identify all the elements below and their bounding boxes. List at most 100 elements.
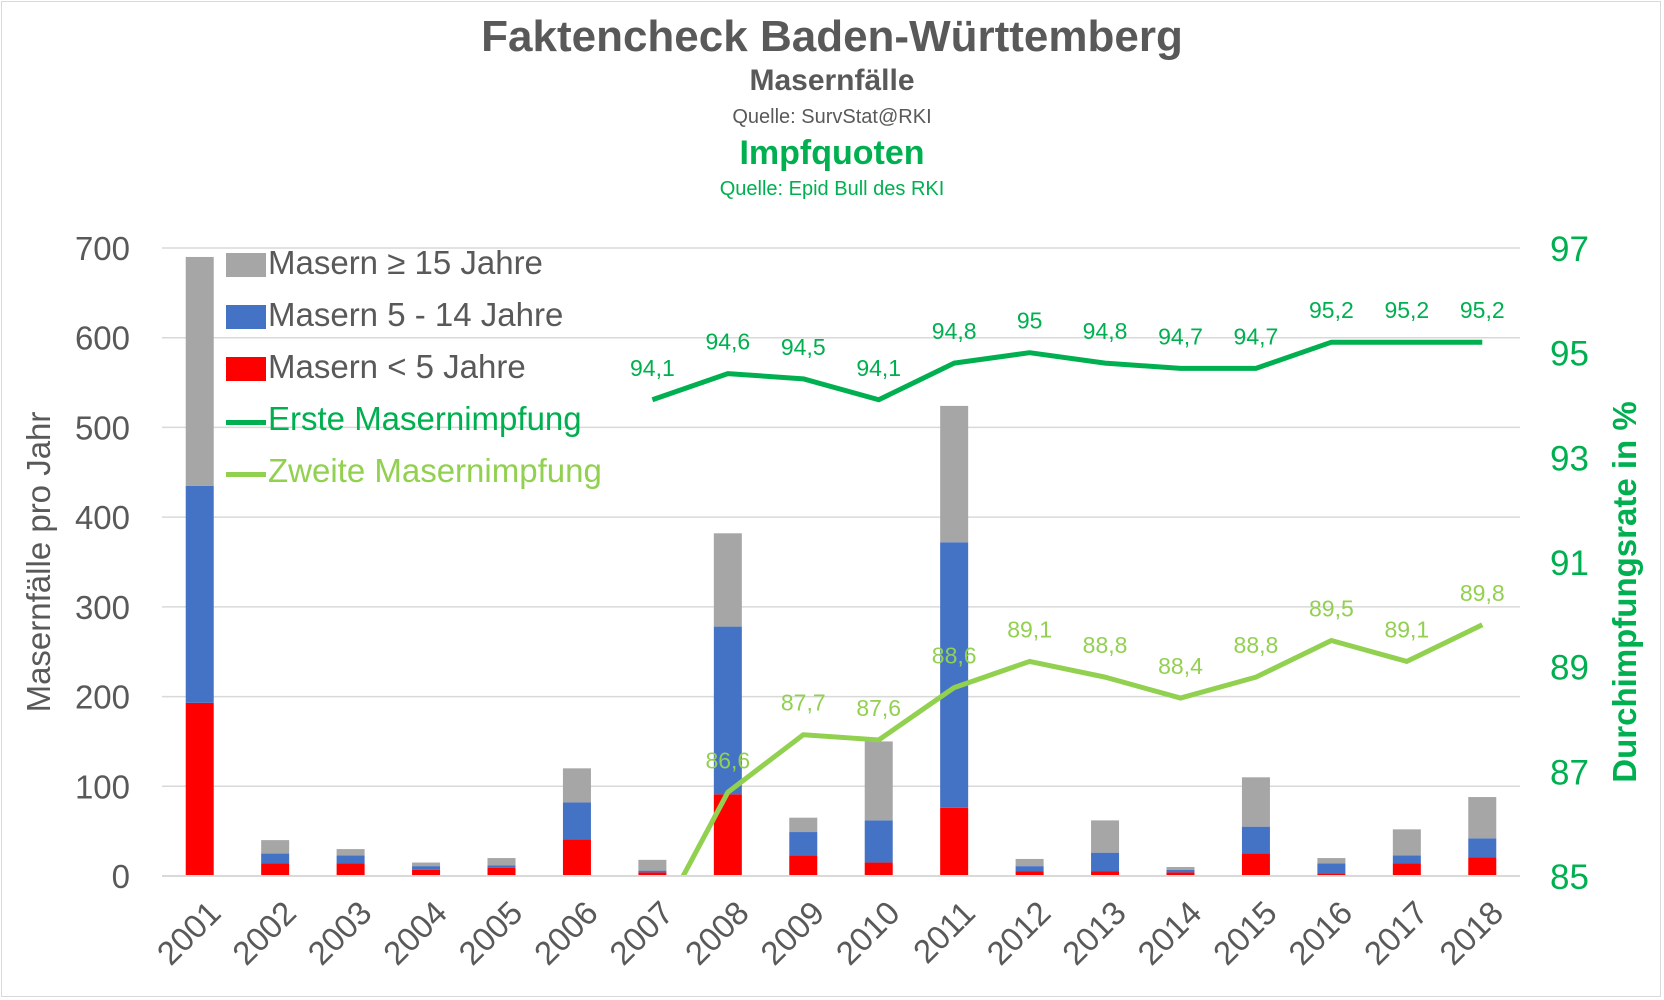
bar-segment — [1468, 838, 1497, 858]
bar-segment — [261, 853, 290, 864]
bar-segment — [412, 866, 441, 870]
line-series — [651, 339, 1484, 876]
x-tick-label: 2008 — [678, 894, 756, 972]
x-tick-label: 2018 — [1432, 894, 1510, 972]
bar-segment — [1091, 852, 1120, 872]
legend-label: Masern < 5 Jahre — [268, 348, 526, 385]
y2-tick-label: 97 — [1550, 230, 1589, 269]
bar-segment — [789, 817, 818, 833]
chart-title: Faktencheck Baden-Württemberg — [481, 12, 1183, 61]
legend-label: Masern ≥ 15 Jahre — [268, 244, 543, 281]
data-label: 88,8 — [1083, 632, 1128, 658]
y2-axis-title: Durchimpfungsrate in % — [1606, 401, 1643, 782]
data-label: 89,5 — [1309, 596, 1354, 622]
bar-segment — [336, 849, 365, 856]
y-tick-label: 600 — [75, 320, 130, 357]
data-label: 89,1 — [1384, 616, 1429, 642]
bar-segment — [1091, 820, 1120, 853]
data-label: 86,6 — [705, 747, 750, 773]
bar-segment — [789, 855, 818, 876]
bar-segment — [1166, 869, 1195, 873]
x-tick-label: 2017 — [1357, 894, 1435, 972]
bar-segment — [1091, 871, 1120, 876]
bar-segment — [1317, 858, 1346, 864]
bar-segment — [864, 741, 893, 821]
bar-segment — [638, 870, 667, 873]
y-tick-label: 500 — [75, 409, 130, 446]
y-tick-label: 300 — [75, 589, 130, 626]
data-label: 94,5 — [781, 334, 826, 360]
legend-item-masern-15plus: Masern ≥ 15 Jahre — [226, 242, 646, 294]
x-tick-label: 2004 — [376, 894, 454, 972]
bar-segment — [1015, 866, 1044, 872]
y-axis-title: Masernfälle pro Jahr — [20, 412, 57, 713]
bar-segment — [562, 802, 591, 840]
bar-segment — [1392, 855, 1421, 864]
bar-segment — [1166, 867, 1195, 870]
y2-tick-label: 95 — [1550, 335, 1589, 374]
x-tick-label: 2014 — [1130, 894, 1208, 972]
bar-segment — [1015, 871, 1044, 876]
bar-segment — [487, 865, 516, 868]
bar-segment — [1241, 853, 1270, 876]
bar-segment — [261, 840, 290, 854]
data-label: 89,1 — [1007, 616, 1052, 642]
series-line-zweite — [680, 622, 1484, 876]
x-tick-label: 2012 — [979, 894, 1057, 972]
legend-line-dark-green — [226, 420, 266, 425]
data-label: 94,1 — [630, 355, 675, 381]
bar-segment — [864, 862, 893, 876]
data-label: 95,2 — [1309, 297, 1354, 323]
x-tick-label: 2001 — [150, 894, 228, 972]
x-tick-label: 2005 — [451, 894, 529, 972]
data-label: 88,8 — [1234, 632, 1279, 658]
bar-segment — [940, 542, 969, 808]
y2-tick-label: 87 — [1550, 753, 1589, 792]
data-label: 95 — [1017, 308, 1043, 334]
bar-segment — [1392, 829, 1421, 856]
legend-swatch-blue — [226, 305, 266, 329]
x-tick-label: 2013 — [1055, 894, 1133, 972]
bar-segment — [336, 855, 365, 864]
bar-segment — [1468, 797, 1497, 839]
bar-segment — [1166, 872, 1195, 876]
bar-segment — [336, 863, 365, 876]
legend-label: Masern 5 - 14 Jahre — [268, 296, 564, 333]
bar-segment — [940, 807, 969, 876]
data-label: 89,8 — [1460, 580, 1505, 606]
y2-tick-label: 91 — [1550, 544, 1589, 583]
chart-subtitle-impfquoten: Impfquoten — [739, 134, 925, 172]
data-label: 94,8 — [932, 318, 977, 344]
y-tick-label: 100 — [75, 768, 130, 805]
legend-item-erste-impfung: Erste Masernimpfung — [226, 398, 646, 450]
x-tick-label: 2009 — [753, 894, 831, 972]
legend-item-masern-under5: Masern < 5 Jahre — [226, 346, 646, 398]
bar-segment — [1015, 858, 1044, 867]
data-label: 94,8 — [1083, 318, 1128, 344]
y-tick-label: 400 — [75, 499, 130, 536]
bar-segment — [864, 820, 893, 863]
legend-label: Erste Masernimpfung — [268, 400, 582, 437]
chart-source-survstat: Quelle: SurvStat@RKI — [732, 106, 932, 128]
data-label: 88,4 — [1158, 653, 1203, 679]
bar-segment — [1392, 863, 1421, 876]
data-label: 87,6 — [856, 695, 901, 721]
bar-segment — [412, 862, 441, 867]
data-label: 88,6 — [932, 643, 977, 669]
x-tick-label: 2002 — [225, 894, 303, 972]
x-tick-label: 2006 — [527, 894, 605, 972]
x-tick-label: 2003 — [300, 894, 378, 972]
bar-segment — [1317, 873, 1346, 876]
bar-segment — [185, 702, 214, 876]
data-label: 87,7 — [781, 690, 826, 716]
data-label: 95,2 — [1384, 297, 1429, 323]
chart-source-epid-bull: Quelle: Epid Bull des RKI — [719, 178, 945, 200]
x-tick-label: 2010 — [829, 894, 907, 972]
y-tick-label: 700 — [75, 230, 130, 267]
y2-tick-label: 85 — [1550, 858, 1589, 897]
x-tick-label: 2007 — [602, 894, 680, 972]
data-label: 94,1 — [856, 355, 901, 381]
data-label: 94,6 — [705, 329, 750, 355]
